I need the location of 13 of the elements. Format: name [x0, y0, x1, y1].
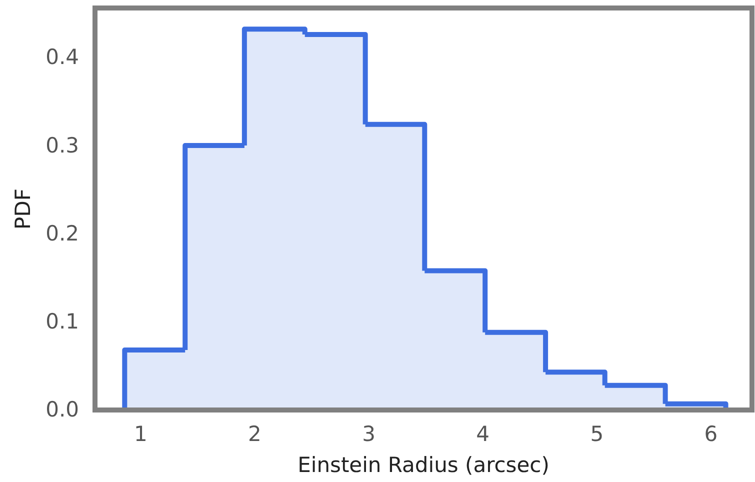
x-tick-label: 1 — [134, 422, 148, 446]
y-tick-label: 0.3 — [46, 133, 79, 158]
y-tick-label: 0.1 — [46, 310, 79, 334]
x-tick-label: 4 — [476, 422, 490, 446]
x-tick-label: 3 — [362, 422, 376, 446]
y-tick-label: 0.0 — [46, 398, 79, 422]
y-tick-label: 0.2 — [46, 221, 79, 246]
y-axis-title: PDF — [11, 188, 35, 230]
x-axis-title: Einstein Radius (arcsec) — [298, 453, 550, 477]
x-tick-label: 6 — [704, 422, 718, 446]
x-tick-label: 2 — [248, 422, 262, 446]
y-tick-label: 0.4 — [46, 45, 79, 70]
x-tick-label: 5 — [590, 422, 604, 446]
